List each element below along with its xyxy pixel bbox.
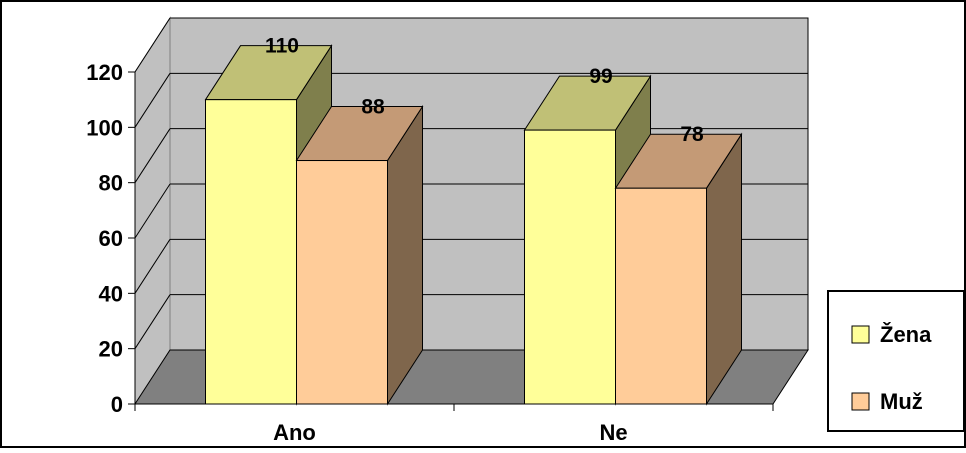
bar (615, 187, 707, 405)
legend-label-muz: Muž (880, 389, 923, 414)
data-label: 99 (589, 65, 612, 88)
bars (204, 43, 743, 406)
y-tick-label: 60 (99, 226, 123, 251)
data-label: 78 (680, 123, 704, 146)
bar (205, 99, 297, 405)
legend-swatch-muz (851, 392, 870, 411)
bar (296, 160, 388, 405)
x-axis-ticks: Ano Ne (134, 404, 774, 445)
gridline-diagonal (134, 17, 171, 73)
y-tick-label: 120 (86, 60, 123, 85)
gridline-diagonal (134, 128, 171, 183)
data-labels: 110 88 99 78 (265, 35, 704, 147)
gridline-diagonal (134, 183, 171, 239)
gridline-diagonal (134, 294, 171, 349)
y-axis-ticks: 0 20 40 60 80 100 120 (86, 60, 135, 417)
y-tick-label: 0 (111, 392, 123, 417)
x-tick-label: Ne (599, 420, 627, 445)
legend: Žena Muž (827, 290, 965, 432)
gridline-diagonal (134, 73, 171, 128)
x-tick-label: Ano (273, 420, 316, 445)
legend-label-zena: Žena (880, 322, 932, 347)
legend-box (827, 290, 965, 432)
y-tick-label: 80 (99, 171, 123, 196)
y-tick-label: 100 (86, 115, 123, 140)
y-tick-label: 20 (99, 337, 123, 362)
y-tick-label: 40 (99, 281, 123, 306)
bar (524, 129, 616, 405)
data-label: 110 (265, 35, 299, 58)
gridline-diagonal (134, 239, 171, 294)
legend-swatch-zena (851, 325, 870, 344)
data-label: 88 (361, 96, 385, 119)
